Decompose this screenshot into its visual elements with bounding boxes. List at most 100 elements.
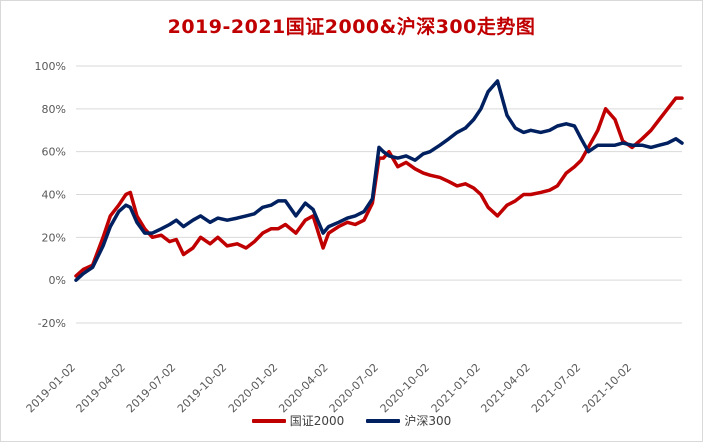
y-tick-label: 100% xyxy=(35,60,66,73)
x-tick-label: 2019-01-02 xyxy=(24,361,78,415)
data-point xyxy=(539,131,542,134)
data-point xyxy=(675,97,677,99)
data-point xyxy=(217,217,219,219)
data-point xyxy=(270,228,272,230)
legend-label-hushen300: 沪深300 xyxy=(404,414,452,428)
data-point xyxy=(102,236,104,239)
data-point xyxy=(354,215,357,217)
data-point xyxy=(548,129,551,132)
data-point xyxy=(143,228,146,230)
data-point xyxy=(109,215,112,217)
data-point xyxy=(506,114,508,117)
data-point xyxy=(580,159,582,161)
data-point xyxy=(261,206,264,209)
data-point xyxy=(448,180,450,183)
y-tick-label: 80% xyxy=(42,103,66,116)
data-point xyxy=(337,221,340,224)
y-tick-label: 20% xyxy=(42,231,66,244)
data-point xyxy=(539,191,542,194)
data-point xyxy=(614,144,616,146)
data-point xyxy=(604,108,607,110)
data-point xyxy=(199,215,202,217)
data-point xyxy=(405,161,407,164)
data-point xyxy=(614,118,616,121)
data-point xyxy=(506,204,508,206)
data-point xyxy=(304,219,307,221)
data-point xyxy=(496,80,499,82)
data-point xyxy=(226,219,228,221)
data-point xyxy=(160,234,163,236)
data-point xyxy=(429,174,431,176)
data-point xyxy=(631,146,633,149)
data-point xyxy=(388,150,390,153)
data-point xyxy=(143,232,146,234)
data-point xyxy=(573,165,576,168)
x-tick-label: 2021-04-02 xyxy=(478,361,532,415)
legend-swatch-hushen300 xyxy=(366,418,401,423)
y-tick-label: 60% xyxy=(42,146,66,159)
data-point xyxy=(151,236,154,239)
data-point xyxy=(641,144,643,146)
x-tick-label: 2019-07-02 xyxy=(124,361,178,415)
data-point xyxy=(236,217,238,219)
data-point xyxy=(354,223,357,226)
data-point xyxy=(175,238,178,241)
data-point xyxy=(261,232,264,234)
data-point xyxy=(371,198,374,200)
data-point xyxy=(236,243,238,245)
data-point xyxy=(472,187,475,189)
data-point xyxy=(304,202,307,204)
data-point xyxy=(397,157,399,159)
data-point xyxy=(327,232,330,234)
x-tick-label: 2020-04-02 xyxy=(276,361,330,415)
legend-item-hushen300: 沪深300 xyxy=(366,412,451,429)
data-point xyxy=(382,150,385,153)
data-point xyxy=(414,168,416,170)
data-point xyxy=(217,236,219,239)
data-point xyxy=(439,176,441,179)
legend: 国证2000 沪深300 xyxy=(0,412,703,429)
data-point xyxy=(658,118,661,121)
data-point xyxy=(480,193,482,196)
data-point xyxy=(456,185,458,187)
data-point xyxy=(168,223,171,226)
data-point xyxy=(681,142,683,144)
data-point xyxy=(422,153,425,155)
data-point xyxy=(666,108,669,110)
series-line-1 xyxy=(74,79,684,282)
x-tick-label: 2020-01-02 xyxy=(226,361,280,415)
data-point xyxy=(175,219,178,221)
data-point xyxy=(522,193,525,196)
data-point xyxy=(209,243,211,245)
data-point xyxy=(666,142,669,144)
x-tick-label: 2021-10-02 xyxy=(580,361,634,415)
series-lines xyxy=(74,79,684,282)
x-tick-label: 2020-07-02 xyxy=(327,361,381,415)
data-point xyxy=(422,172,425,174)
data-point xyxy=(75,279,77,282)
data-point xyxy=(448,138,450,140)
data-point xyxy=(253,213,256,215)
data-point xyxy=(658,144,661,146)
data-point xyxy=(284,200,287,202)
data-point xyxy=(109,225,112,228)
data-point xyxy=(496,215,499,217)
gridlines xyxy=(76,65,682,324)
x-tick-label: 2021-07-02 xyxy=(529,361,583,415)
data-point xyxy=(621,142,624,144)
data-point xyxy=(641,138,643,140)
data-point xyxy=(182,225,185,228)
data-point xyxy=(295,232,297,234)
x-axis-ticks: 2019-01-022019-04-022019-07-022019-10-02… xyxy=(24,361,635,415)
data-point xyxy=(82,268,84,271)
x-tick-label: 2019-04-02 xyxy=(74,361,128,415)
data-point xyxy=(346,217,349,219)
data-point xyxy=(117,210,120,213)
data-point xyxy=(487,206,489,209)
data-point xyxy=(82,272,84,275)
data-point xyxy=(397,165,399,168)
data-point xyxy=(160,228,163,230)
data-point xyxy=(322,232,324,234)
data-point xyxy=(327,225,330,228)
data-point xyxy=(253,240,256,243)
